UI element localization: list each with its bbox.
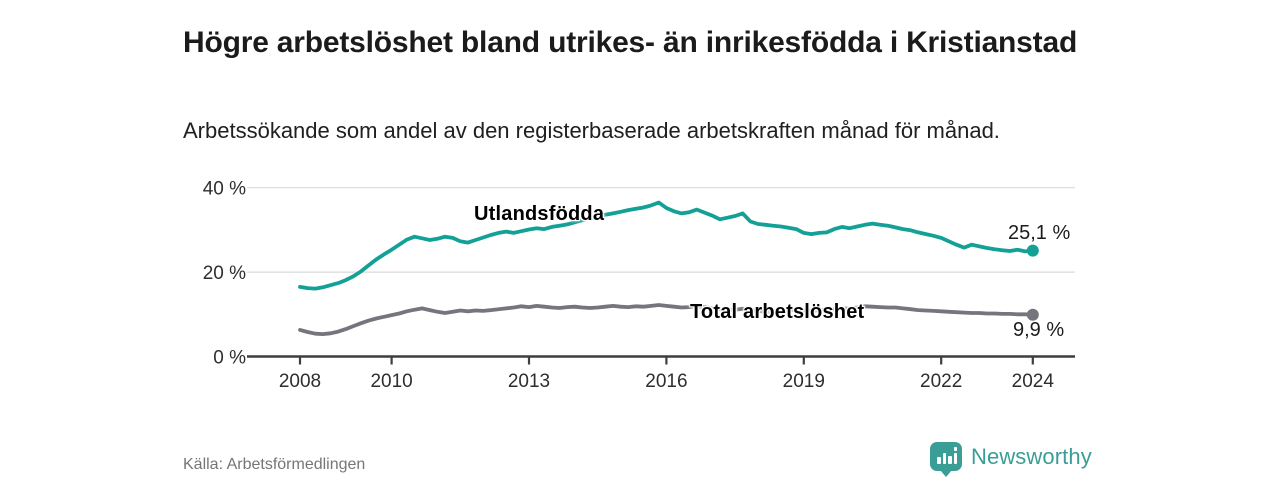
- series-label-utlandsfodda: Utlandsfödda: [474, 203, 605, 225]
- x-tick-label-2008: 2008: [279, 371, 321, 392]
- chart-title: Högre arbetslöshet bland utrikes- än inr…: [183, 26, 1078, 60]
- y-tick-label-20: 20 %: [203, 263, 246, 284]
- x-tick-label-2016: 2016: [645, 371, 687, 392]
- end-value-total-arbetsloshet: 9,9 %: [1013, 319, 1065, 341]
- series-line-1: [298, 303, 1035, 337]
- series-line-0: [298, 200, 1035, 291]
- source-note: Källa: Arbetsförmedlingen: [183, 456, 366, 473]
- end-value-utlandsfodda: 25,1 %: [1008, 222, 1071, 244]
- bar-chart-bubble-icon: [930, 442, 962, 477]
- chart-subtitle: Arbetssökande som andel av den registerb…: [183, 118, 1000, 143]
- x-tick-label-2024: 2024: [1012, 371, 1055, 392]
- brand-name: Newsworthy: [971, 443, 1092, 469]
- series-end-dot-0: [1026, 244, 1039, 257]
- newsworthy-logo[interactable]: Newsworthy: [930, 442, 1092, 477]
- series-end-dot-1: [1026, 308, 1039, 321]
- y-tick-label-0: 0 %: [213, 348, 246, 369]
- y-tick-label-40: 40 %: [203, 179, 246, 200]
- x-tick-label-2019: 2019: [783, 371, 825, 392]
- x-tick-label-2010: 2010: [370, 371, 412, 392]
- x-tick-label-2013: 2013: [508, 371, 550, 392]
- series-label-total-arbetsloshet: Total arbetslöshet: [690, 301, 865, 323]
- x-tick-label-2022: 2022: [920, 371, 962, 392]
